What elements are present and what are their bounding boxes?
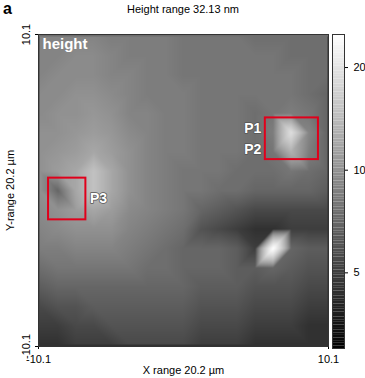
svg-text:Y-range 20.2 µm: Y-range 20.2 µm — [4, 150, 16, 231]
svg-text:X range 20.2 µm: X range 20.2 µm — [143, 364, 225, 376]
html-text:a: a — [3, 0, 12, 17]
svg-text:P1: P1 — [244, 120, 261, 136]
svg-text:10: 10 — [354, 164, 365, 176]
svg-text:20: 20 — [354, 61, 365, 73]
svg-text:5: 5 — [354, 266, 360, 278]
svg-text:P2: P2 — [244, 141, 261, 157]
svg-text:10.1: 10.1 — [318, 353, 339, 365]
html-text:Height range 32.13 nm: Height range 32.13 nm — [127, 3, 239, 15]
svg-text:height: height — [43, 35, 88, 52]
svg-text:P3: P3 — [90, 190, 107, 206]
svg-text:10.1: 10.1 — [20, 24, 32, 45]
svg-text:-10.1: -10.1 — [19, 334, 32, 359]
svg-text:-10.1: -10.1 — [26, 353, 51, 365]
